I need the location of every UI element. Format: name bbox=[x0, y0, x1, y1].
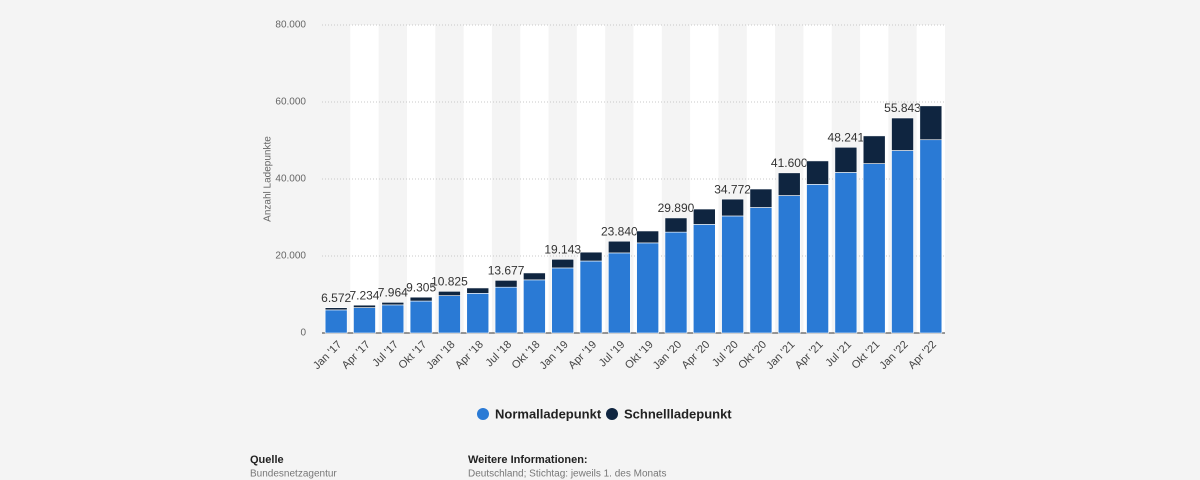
bar-segment bbox=[721, 215, 744, 334]
x-tick-label: Okt '19 bbox=[623, 339, 656, 372]
legend-label: Schnellladepunkt bbox=[624, 406, 732, 421]
total-label: 13.677 bbox=[488, 264, 525, 278]
bar-segment bbox=[551, 258, 575, 269]
x-tick-label: Jul '17 bbox=[370, 339, 401, 370]
source: Bundesnetzagentur bbox=[250, 469, 337, 480]
bar-segment bbox=[749, 207, 773, 334]
x-tick-label: Jul '18 bbox=[484, 339, 515, 370]
bar-segment bbox=[409, 296, 433, 302]
bar-segment bbox=[664, 231, 688, 334]
bar-segment bbox=[777, 195, 801, 334]
x-tick-label: Apr '18 bbox=[453, 339, 486, 372]
bar-segment bbox=[466, 293, 490, 334]
source-title: Quelle bbox=[250, 454, 284, 466]
bar-segment bbox=[579, 260, 603, 334]
x-tick-label: Okt '20 bbox=[736, 339, 769, 372]
bar-segment bbox=[438, 295, 461, 334]
total-label: 23.840 bbox=[601, 224, 638, 238]
bar-segment bbox=[438, 291, 461, 296]
total-label: 34.772 bbox=[714, 182, 751, 196]
legend-marker bbox=[606, 408, 618, 420]
bar-segment bbox=[692, 208, 716, 225]
bar-segment bbox=[777, 172, 801, 196]
legend-marker bbox=[477, 408, 489, 420]
x-tick-label: Jan '20 bbox=[651, 339, 684, 372]
bar-segment bbox=[749, 188, 773, 208]
total-label: 7.964 bbox=[378, 286, 408, 300]
info: Deutschland; Stichtag: jeweils 1. des Mo… bbox=[468, 469, 666, 480]
bar-segment bbox=[834, 172, 858, 334]
bar-segment bbox=[466, 287, 490, 294]
bar-segment bbox=[608, 240, 631, 254]
y-tick-label: 60.000 bbox=[275, 97, 306, 108]
bar-segment bbox=[409, 300, 433, 334]
x-tick-label: Jan '17 bbox=[311, 339, 344, 372]
y-tick-label: 80.000 bbox=[275, 20, 306, 31]
bar-segment bbox=[523, 272, 546, 281]
bar-segment bbox=[353, 304, 376, 308]
bar-segment bbox=[551, 267, 575, 334]
bar-segment bbox=[608, 252, 631, 334]
bar-segment bbox=[692, 224, 716, 334]
bar-segment bbox=[636, 242, 659, 334]
info-title: Weitere Informationen: bbox=[468, 454, 588, 466]
x-tick-label: Jan '18 bbox=[424, 339, 457, 372]
bar-segment bbox=[494, 280, 518, 288]
bar-segment bbox=[806, 184, 829, 334]
total-label: 48.241 bbox=[828, 130, 865, 144]
bar-segment bbox=[721, 198, 744, 217]
total-label: 29.890 bbox=[658, 201, 695, 215]
total-label: 6.572 bbox=[321, 291, 351, 305]
bar-segment bbox=[324, 309, 348, 334]
bar-segment bbox=[919, 105, 943, 141]
total-label: 55.843 bbox=[884, 101, 921, 115]
x-tick-label: Apr '22 bbox=[906, 339, 939, 372]
bar-segment bbox=[891, 117, 914, 151]
bar-segment bbox=[579, 251, 603, 262]
total-label: 7.234 bbox=[349, 288, 379, 302]
total-label: 9.305 bbox=[406, 280, 436, 294]
bar-segment bbox=[862, 135, 886, 164]
bar-segment bbox=[636, 230, 659, 244]
x-tick-label: Okt '17 bbox=[396, 339, 429, 372]
x-tick-label: Apr '17 bbox=[340, 339, 373, 372]
legend-label: Normalladepunkt bbox=[495, 406, 602, 421]
x-tick-label: Apr '19 bbox=[566, 339, 599, 372]
x-tick-label: Jan '22 bbox=[877, 339, 910, 372]
y-tick-label: 0 bbox=[300, 328, 306, 339]
bar-segment bbox=[891, 150, 914, 334]
x-tick-label: Apr '20 bbox=[680, 339, 713, 372]
bar-segment bbox=[834, 146, 858, 173]
total-label: 10.825 bbox=[431, 274, 468, 288]
total-label: 19.143 bbox=[544, 242, 581, 256]
bar-segment bbox=[664, 217, 688, 233]
bar-segment bbox=[806, 160, 829, 185]
bar-segment bbox=[381, 304, 405, 334]
x-tick-label: Jul '21 bbox=[823, 339, 854, 370]
x-tick-label: Jul '19 bbox=[597, 339, 628, 370]
bar-segment bbox=[381, 302, 405, 306]
y-tick-label: 20.000 bbox=[275, 251, 306, 262]
x-tick-label: Jan '19 bbox=[538, 339, 571, 372]
x-tick-label: Jan '21 bbox=[764, 339, 797, 372]
bar-segment bbox=[862, 163, 886, 334]
bar-segment bbox=[523, 279, 546, 334]
bar-segment bbox=[494, 286, 518, 334]
x-tick-label: Okt '18 bbox=[510, 339, 543, 372]
total-label: 41.600 bbox=[771, 156, 808, 170]
bar-segment bbox=[919, 139, 943, 334]
y-tick-label: 40.000 bbox=[275, 174, 306, 185]
x-tick-label: Jul '20 bbox=[710, 339, 741, 370]
bar-segment bbox=[353, 307, 376, 334]
bar-segment bbox=[324, 307, 348, 311]
x-tick-label: Apr '21 bbox=[793, 339, 826, 372]
y-axis-title: Anzahl Ladepunkte bbox=[263, 136, 274, 222]
x-tick-label: Okt '21 bbox=[849, 339, 882, 372]
